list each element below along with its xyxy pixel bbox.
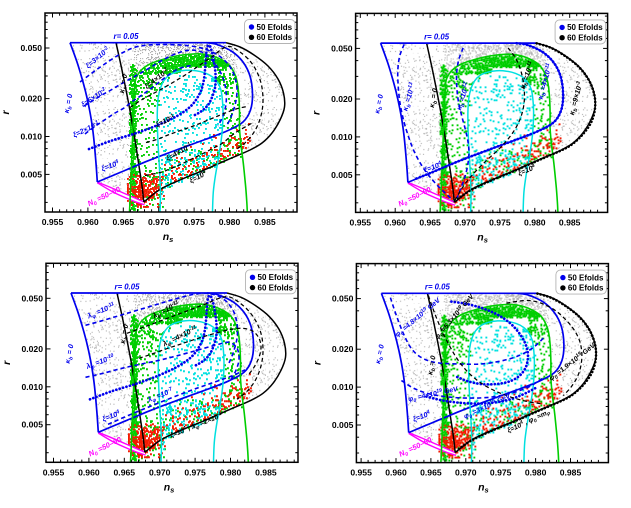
svg-text:κb = 0: κb = 0 xyxy=(118,324,132,345)
svg-text:κb = 0: κb = 0 xyxy=(62,93,77,114)
svg-text:φ0 =4×1019 GeV: φ0 =4×1019 GeV xyxy=(407,384,460,405)
svg-text:κb = 0: κb = 0 xyxy=(63,343,78,364)
svg-text:κs = 0: κs = 0 xyxy=(117,73,131,94)
svg-text:r= 0.05: r= 0.05 xyxy=(115,282,141,291)
svg-text:κb = 0: κb = 0 xyxy=(372,93,387,114)
svg-text:κb = 0: κb = 0 xyxy=(427,88,441,109)
svg-text:λφ =10-7: λφ =10-7 xyxy=(145,385,176,406)
svg-text:λφ =10-11: λφ =10-11 xyxy=(85,301,117,323)
svg-text:κb =10-13: κb =10-13 xyxy=(400,81,418,112)
svg-text:κb =10-12: κb =10-12 xyxy=(454,81,473,112)
svg-text:r= 0.05: r= 0.05 xyxy=(425,283,451,292)
svg-text:κb = 0: κb = 0 xyxy=(373,344,388,365)
svg-text:κb =10-11: κb =10-11 xyxy=(518,60,538,91)
svg-text:λφ =10-10: λφ =10-10 xyxy=(84,352,116,373)
svg-text:κb = 0: κb = 0 xyxy=(425,355,439,376)
svg-text:r= 0.05: r= 0.05 xyxy=(424,32,450,41)
svg-text:r= 0.05: r= 0.05 xyxy=(114,32,140,41)
